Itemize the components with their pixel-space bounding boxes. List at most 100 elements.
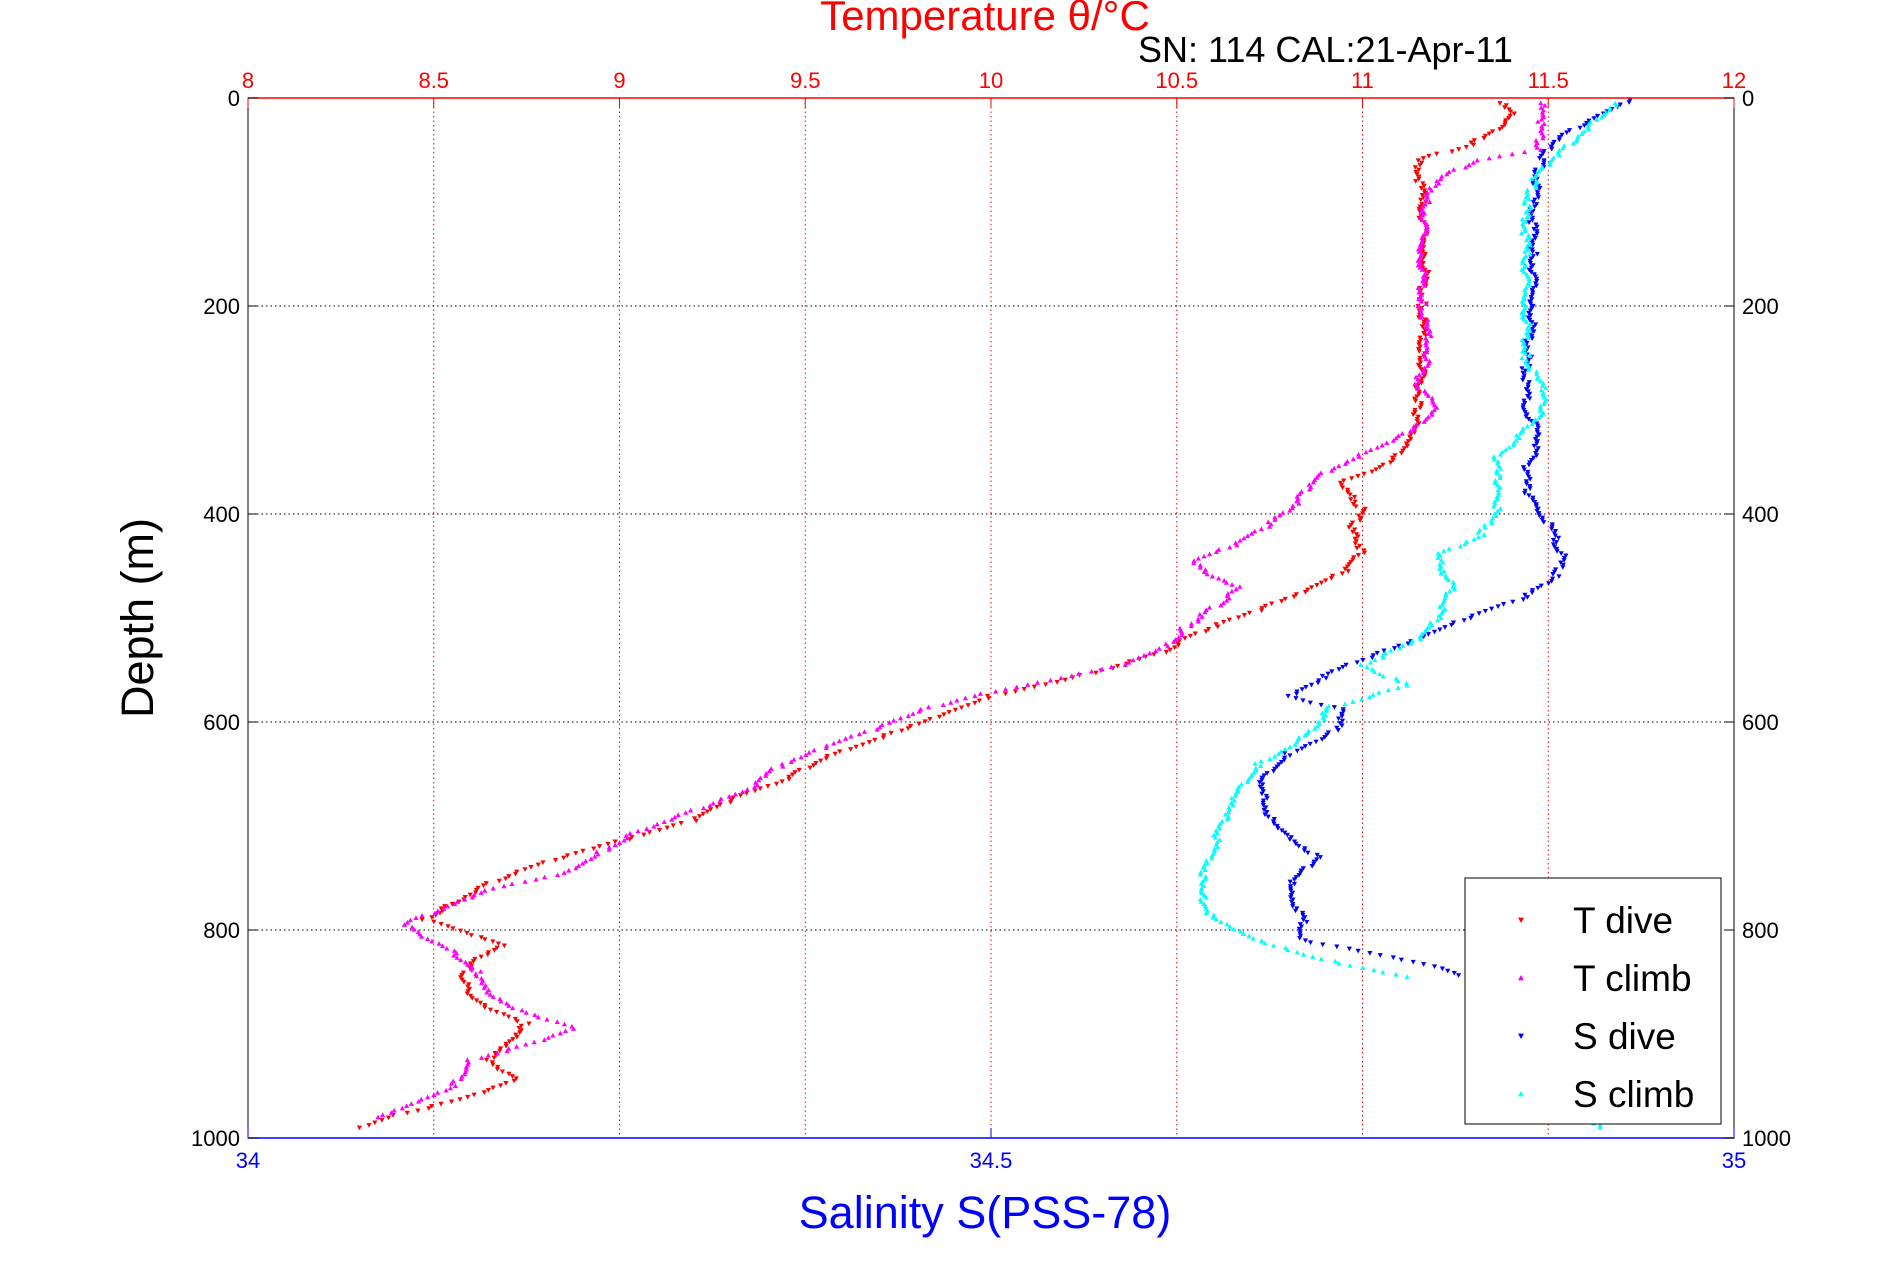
data-point	[1417, 636, 1424, 641]
data-point	[1361, 550, 1368, 556]
data-point	[1300, 698, 1306, 704]
data-point	[1300, 917, 1306, 923]
data-point	[1252, 761, 1258, 766]
data-point	[1364, 664, 1370, 670]
data-point	[1419, 206, 1425, 211]
data-point	[501, 883, 507, 889]
data-point	[469, 964, 475, 970]
data-point	[1497, 101, 1503, 106]
data-point	[1549, 526, 1555, 532]
data-point	[1412, 381, 1418, 387]
data-point	[1380, 969, 1386, 975]
data-point	[1289, 505, 1296, 511]
data-point	[1525, 332, 1531, 338]
data-point	[1245, 779, 1251, 785]
data-point	[1424, 626, 1430, 632]
data-point	[545, 1035, 551, 1040]
data-point	[1302, 938, 1309, 943]
data-point	[1348, 497, 1354, 502]
data-point	[1187, 633, 1193, 639]
data-point	[1076, 671, 1082, 676]
data-point	[1345, 490, 1351, 495]
data-point	[1313, 739, 1319, 745]
data-point	[442, 904, 448, 909]
data-point	[1343, 662, 1349, 668]
data-point	[1278, 599, 1285, 604]
data-point	[1203, 910, 1209, 915]
data-point	[714, 804, 720, 810]
data-point	[791, 756, 797, 762]
data-point	[1278, 749, 1284, 754]
data-point	[958, 705, 965, 711]
data-point	[1323, 578, 1329, 584]
data-point	[491, 947, 497, 953]
data-point	[1446, 169, 1452, 175]
salinity-tick-label: 34	[236, 1148, 260, 1173]
data-point	[458, 957, 464, 963]
data-point	[447, 1085, 454, 1091]
data-point	[431, 919, 437, 925]
data-point	[1357, 543, 1363, 549]
data-point	[1446, 546, 1452, 551]
data-point	[1435, 555, 1441, 560]
data-point	[1355, 451, 1362, 457]
data-point	[1047, 677, 1054, 683]
data-point	[1296, 843, 1302, 849]
data-point	[1549, 146, 1555, 152]
data-point	[1363, 449, 1369, 455]
data-point	[1217, 837, 1223, 842]
data-point	[1379, 442, 1385, 448]
data-point	[744, 787, 750, 792]
data-point	[1224, 921, 1230, 927]
data-point	[1262, 603, 1269, 609]
data-point	[1534, 453, 1540, 458]
data-point	[1396, 643, 1402, 649]
data-point	[469, 894, 475, 900]
data-point	[1421, 283, 1428, 288]
data-point	[1374, 650, 1380, 656]
data-point	[1318, 956, 1324, 962]
depth-tick-label-left: 800	[203, 918, 240, 943]
data-point	[1408, 640, 1414, 646]
data-point	[1389, 455, 1396, 461]
data-point	[465, 962, 471, 967]
data-point	[1522, 249, 1528, 254]
data-point	[1526, 220, 1532, 225]
data-point	[1294, 949, 1300, 955]
data-point	[1530, 208, 1536, 214]
data-point	[1226, 804, 1232, 810]
data-point	[1524, 237, 1530, 243]
data-point	[880, 735, 886, 741]
data-point	[438, 921, 444, 927]
data-point	[688, 807, 694, 813]
data-point	[1126, 659, 1132, 665]
data-point	[1352, 499, 1358, 505]
data-point	[1521, 149, 1528, 155]
data-point	[1376, 689, 1382, 695]
data-point	[1523, 219, 1529, 224]
data-point	[853, 744, 859, 750]
data-point	[1380, 655, 1386, 660]
data-point	[1380, 462, 1386, 468]
data-point	[1355, 552, 1362, 558]
data-point	[435, 908, 441, 914]
data-point	[1345, 569, 1351, 574]
data-point	[1423, 416, 1429, 422]
data-point	[1534, 224, 1540, 230]
data-point	[1522, 488, 1528, 494]
data-point	[1520, 348, 1526, 354]
data-point	[1416, 349, 1422, 354]
data-point	[1163, 641, 1169, 647]
data-markers	[356, 98, 1633, 1131]
data-point	[1282, 746, 1288, 752]
data-point	[1534, 369, 1540, 374]
data-point	[1209, 855, 1215, 861]
data-point	[1202, 609, 1208, 615]
data-point	[1296, 501, 1302, 506]
data-point	[1436, 180, 1442, 186]
data-point	[1419, 208, 1425, 214]
data-point	[1586, 118, 1592, 124]
series-t-climb	[375, 100, 1548, 1120]
data-point	[591, 846, 597, 852]
